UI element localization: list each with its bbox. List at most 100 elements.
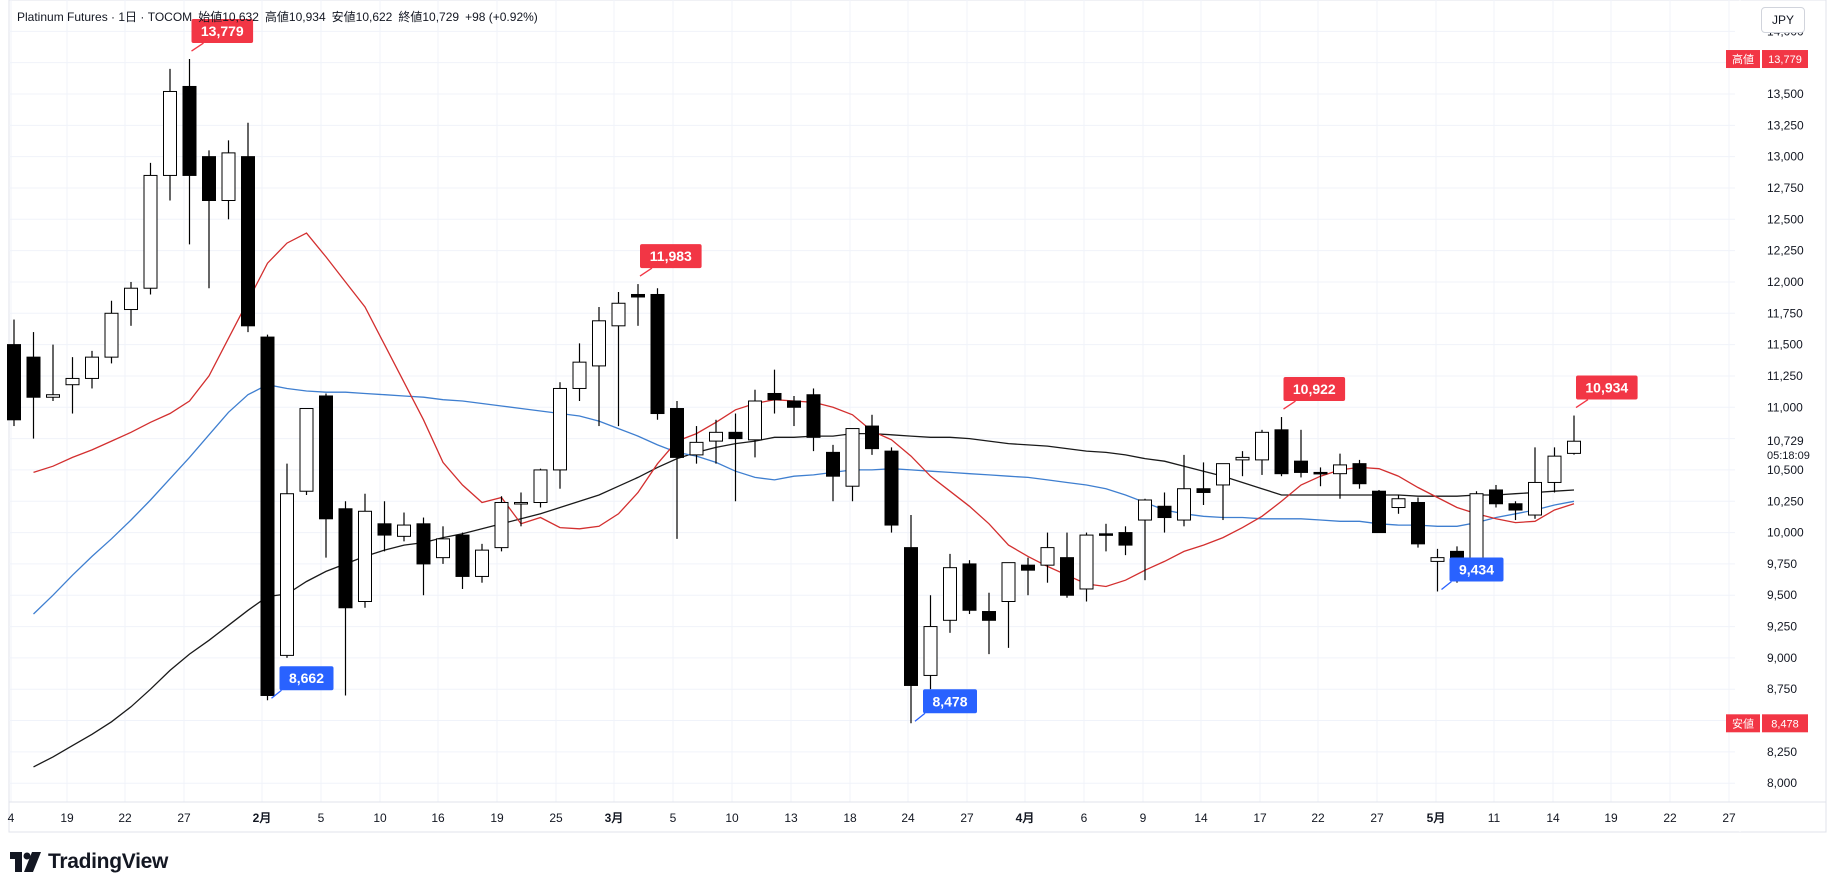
candle[interactable] — [338, 501, 353, 696]
candle[interactable] — [1430, 548, 1445, 592]
open-label: 始値 — [198, 9, 222, 24]
candle[interactable] — [1177, 454, 1191, 527]
candle-body-down — [728, 431, 743, 440]
candle[interactable] — [299, 408, 314, 495]
candle-body-down — [338, 508, 353, 609]
candle[interactable] — [728, 413, 743, 502]
candle[interactable] — [1411, 497, 1425, 548]
candle[interactable] — [865, 414, 879, 455]
candle[interactable] — [689, 426, 704, 464]
candle[interactable] — [923, 595, 938, 690]
candle[interactable] — [1352, 459, 1367, 489]
candle[interactable] — [1294, 429, 1308, 478]
candle[interactable] — [475, 543, 489, 583]
candle[interactable] — [884, 447, 899, 533]
candle[interactable] — [1118, 526, 1133, 556]
candle[interactable] — [46, 344, 60, 401]
candle[interactable] — [1391, 494, 1406, 514]
candle[interactable] — [943, 553, 957, 633]
candle[interactable] — [1489, 484, 1503, 508]
annotation-leader — [1575, 398, 1589, 409]
candle[interactable] — [26, 332, 41, 439]
candle-body-up — [943, 567, 957, 621]
candle[interactable] — [241, 122, 255, 333]
candle[interactable] — [1235, 451, 1250, 477]
candle[interactable] — [319, 393, 333, 558]
candle[interactable] — [221, 140, 236, 220]
candle[interactable] — [1157, 492, 1172, 533]
candle[interactable] — [1372, 489, 1386, 534]
high-price-tag-label: 高値 — [1732, 52, 1754, 66]
candle[interactable] — [592, 307, 606, 427]
candle[interactable] — [1079, 532, 1094, 602]
candle[interactable] — [455, 532, 470, 589]
candle-body-down — [631, 293, 645, 298]
candlestick-series[interactable] — [7, 59, 1581, 724]
candle[interactable] — [1099, 523, 1113, 552]
candle[interactable] — [202, 150, 216, 289]
candle[interactable] — [767, 369, 782, 414]
candle[interactable] — [982, 592, 996, 655]
candle[interactable] — [358, 493, 372, 608]
candle[interactable] — [962, 560, 977, 615]
price-axis[interactable]: 8,0008,2508,5008,7509,0009,2509,5009,750… — [1739, 0, 1804, 832]
candle[interactable] — [611, 291, 626, 427]
candle[interactable] — [104, 300, 119, 364]
candle[interactable] — [572, 343, 587, 401]
candle[interactable] — [1547, 447, 1562, 493]
candle[interactable] — [1313, 467, 1328, 487]
candle-body-up — [1138, 499, 1152, 521]
candle[interactable] — [1216, 463, 1230, 521]
candle[interactable] — [709, 419, 723, 464]
candle[interactable] — [650, 288, 665, 420]
candle[interactable] — [124, 281, 138, 326]
candle[interactable] — [845, 428, 860, 502]
candle[interactable] — [533, 468, 548, 508]
candle[interactable] — [377, 501, 392, 552]
candle[interactable] — [631, 284, 645, 326]
currency-button[interactable]: JPY — [1761, 7, 1805, 33]
brand-name: TradingView — [48, 850, 169, 873]
annotation-text: 8,662 — [289, 670, 324, 686]
candle[interactable] — [806, 388, 821, 452]
candle[interactable] — [826, 444, 840, 502]
candle[interactable] — [748, 389, 762, 458]
candle-body-down — [1313, 471, 1328, 475]
candle[interactable] — [280, 463, 294, 658]
candle[interactable] — [1040, 532, 1055, 583]
candle[interactable] — [1021, 557, 1035, 596]
candle-body-up — [299, 408, 314, 492]
candle[interactable] — [1196, 462, 1211, 506]
candle[interactable] — [143, 162, 158, 295]
candle[interactable] — [1060, 532, 1074, 598]
candle[interactable] — [85, 350, 99, 389]
x-tick-label: 17 — [1253, 811, 1267, 825]
candle[interactable] — [553, 382, 567, 489]
candle[interactable] — [1508, 501, 1523, 521]
candle[interactable] — [7, 319, 21, 427]
candle[interactable] — [182, 59, 197, 245]
candle[interactable] — [904, 515, 918, 724]
time-axis[interactable]: 4 19 22 27 2月 5 10 16 19 25 3月 5 10 13 18 24 27 4月 6 9 14 17 2… — [8, 801, 1826, 825]
candle[interactable] — [1274, 417, 1289, 477]
candle[interactable] — [260, 334, 275, 701]
candle-body-up — [1528, 481, 1542, 516]
candle[interactable] — [65, 357, 80, 414]
candle[interactable] — [1567, 415, 1581, 455]
candle[interactable] — [514, 492, 528, 527]
tradingview-logo[interactable]: TradingView — [10, 850, 168, 874]
candle[interactable] — [1001, 562, 1016, 648]
candle[interactable] — [1528, 447, 1542, 519]
candle[interactable] — [436, 526, 450, 564]
x-tick-label: 22 — [1311, 811, 1325, 825]
candle[interactable] — [397, 512, 411, 542]
candle-body-up — [1391, 498, 1406, 509]
candle[interactable] — [1138, 498, 1152, 581]
candle[interactable] — [163, 68, 177, 201]
candle[interactable] — [494, 496, 509, 552]
candle[interactable] — [1333, 453, 1347, 499]
candle[interactable] — [787, 395, 801, 427]
candle[interactable] — [416, 517, 431, 596]
candle[interactable] — [1255, 429, 1269, 475]
candle[interactable] — [670, 401, 684, 539]
